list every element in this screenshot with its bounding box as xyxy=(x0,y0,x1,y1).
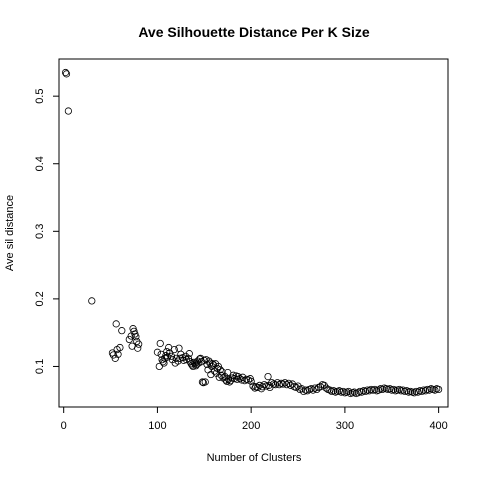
x-tick-label: 200 xyxy=(242,420,260,432)
data-point xyxy=(371,385,379,394)
data-point xyxy=(258,383,267,391)
data-point xyxy=(260,381,268,389)
y-tick-label: 0.4 xyxy=(34,156,46,171)
data-point xyxy=(175,344,183,352)
data-point xyxy=(162,352,170,360)
data-point xyxy=(281,379,289,387)
y-tick-label: 0.2 xyxy=(34,291,46,306)
data-point xyxy=(316,383,325,391)
data-point xyxy=(239,373,247,381)
data-point xyxy=(88,297,96,305)
data-point xyxy=(247,377,255,385)
data-point xyxy=(214,362,222,371)
plot-frame xyxy=(58,58,449,408)
data-point xyxy=(254,383,262,392)
data-point xyxy=(134,344,142,352)
data-point xyxy=(114,350,122,358)
data-point xyxy=(185,350,193,358)
data-point xyxy=(403,387,411,395)
data-point xyxy=(223,377,231,385)
data-point xyxy=(135,340,143,348)
data-point xyxy=(345,387,353,396)
data-point xyxy=(167,352,176,360)
x-tick-label: 300 xyxy=(336,420,354,432)
data-point xyxy=(132,333,140,341)
data-point xyxy=(313,385,321,394)
data-point xyxy=(431,386,439,394)
x-axis: 0 100 200 300 400 xyxy=(61,407,448,432)
data-point xyxy=(157,350,165,358)
data-point xyxy=(264,372,272,381)
data-point xyxy=(222,376,230,384)
data-point xyxy=(224,368,232,377)
data-point xyxy=(307,385,315,393)
data-point xyxy=(61,68,70,77)
data-point xyxy=(279,380,287,388)
data-point xyxy=(339,387,347,396)
data-point xyxy=(156,339,164,348)
data-point xyxy=(216,366,224,374)
y-tick-label: 0.1 xyxy=(34,359,46,374)
data-point xyxy=(283,381,291,389)
data-point xyxy=(303,387,311,395)
data-point xyxy=(125,335,133,344)
data-point xyxy=(292,383,300,392)
data-point xyxy=(268,379,276,387)
data-point xyxy=(390,385,398,394)
data-point xyxy=(330,387,338,395)
data-point xyxy=(155,362,163,371)
data-point xyxy=(273,379,282,387)
y-tick-label: 0.5 xyxy=(34,89,46,104)
x-axis-label: Number of Clusters xyxy=(207,452,302,464)
data-point xyxy=(196,354,205,362)
data-point xyxy=(229,371,237,379)
data-point xyxy=(177,350,185,358)
x-tick-label: 100 xyxy=(148,420,166,432)
data-point xyxy=(309,386,317,394)
data-point xyxy=(64,107,72,115)
data-point xyxy=(180,356,188,364)
data-point xyxy=(160,359,168,367)
data-point xyxy=(118,327,126,335)
data-point xyxy=(62,70,71,78)
data-point xyxy=(262,382,270,390)
data-point xyxy=(109,351,117,359)
data-point xyxy=(285,379,293,387)
data-point xyxy=(112,320,120,328)
data-point xyxy=(365,387,373,395)
data-point xyxy=(159,358,167,366)
data-point xyxy=(201,378,209,386)
data-point xyxy=(294,382,302,390)
data-point xyxy=(170,345,178,354)
data-point xyxy=(322,384,330,392)
y-tick-label: 0.3 xyxy=(34,224,46,239)
data-point xyxy=(209,360,217,368)
data-point xyxy=(166,349,174,357)
chart-title: Ave Silhouette Distance Per K Size xyxy=(138,24,370,40)
data-point xyxy=(425,386,433,394)
data-point xyxy=(311,384,319,392)
data-point xyxy=(435,385,443,394)
data-point xyxy=(198,378,207,386)
y-axis: 0.1 0.2 0.3 0.4 0.5 xyxy=(34,89,59,374)
y-axis-label: Ave sil distance xyxy=(4,195,16,271)
data-point xyxy=(271,381,280,389)
data-point xyxy=(182,356,191,364)
data-point xyxy=(153,348,162,356)
x-tick-label: 400 xyxy=(429,420,447,432)
data-point xyxy=(206,359,214,367)
x-tick-label: 0 xyxy=(61,420,67,432)
data-point xyxy=(378,385,386,394)
data-point xyxy=(116,343,124,352)
data-points xyxy=(61,68,443,398)
data-point xyxy=(350,388,358,396)
